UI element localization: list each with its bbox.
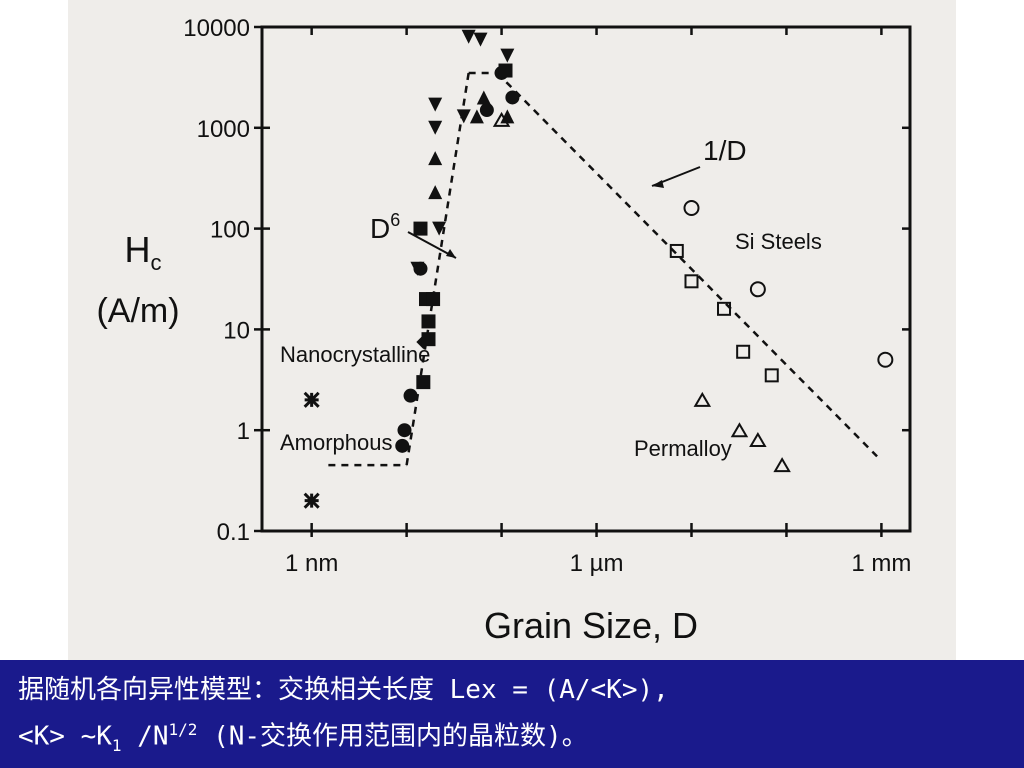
- data-point-triangle-down-filled: [500, 48, 515, 63]
- plot-layer: 0.1 1 10 100 1000 10000 1 nm 1 µm 1 mm: [183, 15, 912, 577]
- data-point-circle-filled: [403, 388, 418, 403]
- data-point-triangle-up-filled: [469, 109, 484, 124]
- d6-base: D: [370, 213, 390, 244]
- data-point-square-open: [764, 368, 779, 383]
- data-point-triangle-down-filled: [456, 109, 471, 124]
- data-point-circle-open: [877, 351, 894, 368]
- data-point-triangle-down-filled: [461, 29, 476, 44]
- y-tick-label: 1: [237, 418, 250, 445]
- caption-line-2: <K> ~K1 /N1/2 (N-交换作用范围内的晶粒数)。: [18, 710, 1024, 766]
- x-tick-label: 1 mm: [851, 550, 911, 577]
- caption-line-1: 据随机各向异性模型：交换相关长度 Lex = (A/<K>),: [18, 675, 669, 705]
- scanned-figure-panel: [68, 0, 956, 660]
- y-axis-title: Hc: [125, 229, 162, 275]
- y-axis-subscript: c: [151, 250, 162, 275]
- caption-line-2-c: (N-交换作用范围内的晶粒数)。: [197, 721, 588, 752]
- data-point-triangle-down-filled: [410, 261, 425, 276]
- y-tick-label: 10: [223, 317, 250, 344]
- x-tick-label: 1 µm: [570, 550, 624, 577]
- plot-frame: [260, 25, 912, 533]
- data-point-triangle-down-filled: [432, 221, 447, 236]
- caption-superscript: 1/2: [168, 720, 198, 739]
- data-point-square-filled: [421, 314, 436, 329]
- data-point-circle-filled: [479, 103, 494, 118]
- data-point-circle-open: [749, 281, 766, 298]
- nanocrystalline-label: Nanocrystalline: [280, 342, 430, 367]
- caption-subscript: 1: [111, 735, 122, 755]
- si-steels-label: Si Steels: [735, 229, 822, 254]
- data-point-triangle-down-filled: [428, 120, 443, 135]
- trend-line-d6-rise: [405, 72, 470, 466]
- data-point-triangle-up-filled: [500, 109, 515, 124]
- data-point-square-open: [684, 274, 699, 289]
- y-tick-label: 10000: [183, 15, 250, 42]
- caption-line-2-a: <K> ~K: [18, 721, 112, 752]
- data-point-triangle-up-open: [730, 422, 749, 438]
- data-point-triangle-up-filled: [476, 90, 491, 105]
- data-point-star: [303, 391, 320, 408]
- y-tick-label: 100: [210, 217, 250, 244]
- trend-line-one-over-d: [496, 72, 878, 458]
- y-axis-unit: (A/m): [96, 292, 179, 330]
- data-point-triangle-up-open: [492, 111, 511, 127]
- data-point-triangle-up-open: [749, 431, 767, 447]
- data-point-circle-filled: [397, 423, 412, 438]
- permalloy-label: Permalloy: [634, 436, 732, 461]
- data-point-square-filled: [413, 221, 428, 236]
- y-tick-label: 0.1: [217, 519, 250, 546]
- data-point-triangle-down-filled: [473, 32, 488, 47]
- amorphous-label: Amorphous: [280, 430, 393, 455]
- data-point-square-open: [669, 243, 684, 258]
- data-point-square-filled: [498, 63, 513, 78]
- data-point-circle-filled: [505, 90, 520, 105]
- data-point-triangle-down-filled: [428, 97, 443, 112]
- one-over-d-arrowhead: [652, 180, 664, 188]
- d6-exponent: 6: [390, 210, 400, 230]
- data-point-square-filled: [421, 332, 436, 347]
- data-point-triangle-up-filled: [428, 151, 443, 166]
- one-over-d-label: 1/D: [703, 135, 747, 166]
- data-point-triangle-up-filled: [428, 185, 443, 200]
- data-point-triangle-up-open: [693, 391, 712, 407]
- d6-label: D6: [370, 210, 400, 244]
- data-point-square-filled: [416, 375, 431, 390]
- x-tick-label: 1 nm: [285, 550, 338, 577]
- caption-line-2-b: /N: [121, 721, 169, 752]
- data-point-triangle-up-open: [773, 457, 791, 473]
- caption-bar: 据随机各向异性模型：交换相关长度 Lex = (A/<K>), <K> ~K1 …: [0, 660, 1024, 768]
- data-point-square-open: [717, 301, 732, 316]
- d6-arrowhead: [446, 249, 456, 258]
- data-point-circle-filled: [395, 438, 410, 453]
- x-axis-title: Grain Size, D: [484, 605, 698, 646]
- y-tick-label: 1000: [197, 116, 250, 143]
- data-point-star: [303, 492, 320, 509]
- data-point-circle-open: [683, 200, 700, 217]
- data-point-square-open: [736, 344, 751, 359]
- y-axis-symbol: H: [125, 229, 151, 270]
- data-point-square-filled: [426, 292, 441, 307]
